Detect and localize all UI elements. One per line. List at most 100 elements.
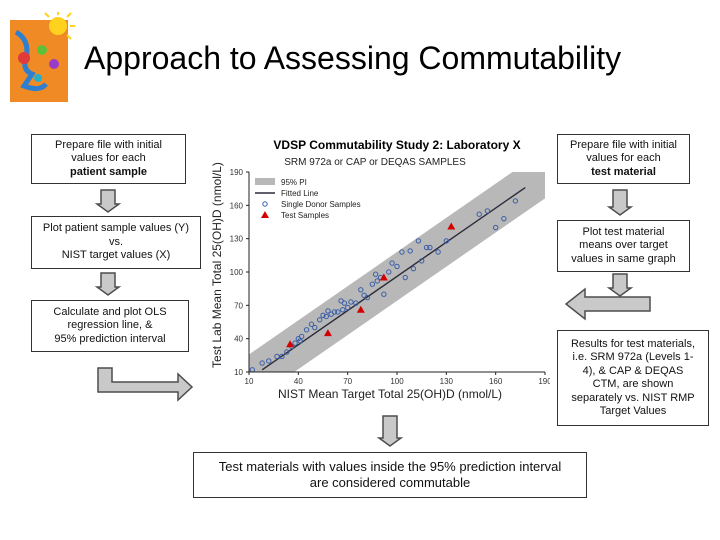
left-step-3-line-2: regression line, & [67,319,153,332]
legend-entry: Test Samples [281,211,329,220]
right-step-1-bold: test material [591,165,656,178]
single-donor-point [399,249,405,255]
left-step-2-line-3: NIST target values (X) [61,249,171,262]
single-donor-point [292,340,298,346]
single-donor-point [298,333,305,340]
right-step-2-line-2: means over target [579,239,668,252]
x-axis-label: NIST Mean Target Total 25(OH)D (nmol/L) [278,387,502,401]
right-down-arrow-1 [606,189,634,216]
right-step-2-line-3: values in same graph [571,252,676,265]
legend-donor-swatch [262,201,268,207]
bottom-down-arrow [376,415,404,447]
left-step-1-line-1: Prepare file with initial [55,138,162,151]
logo-dot-purple [49,59,59,69]
right-step-3-line-1: Results for test materials, [570,337,696,350]
single-donor-point [331,309,338,315]
single-donor-point [297,338,303,344]
single-donor-point [308,321,315,327]
right-step-2-line-1: Plot test material [582,225,665,238]
conclusion-line-1: Test materials with values inside the 95… [218,459,562,474]
left-step-2-line-1: Plot patient sample values (Y) [42,222,190,235]
left-down-arrow-1 [94,189,122,213]
single-donor-point [369,281,376,287]
logo-face-profile [14,29,48,92]
single-donor-point [284,349,290,355]
right-step-3-line-6: Target Values [599,405,667,417]
right-step-3-line-5: separately vs. NIST RMP [571,391,695,404]
single-donor-point [335,309,341,315]
prediction-interval-band [249,172,545,372]
left-bent-arrow [97,367,194,402]
single-donor-point [340,307,346,313]
single-donor-point [348,299,354,305]
commutability-chart: SRM 972a or CAP or DEQAS SAMPLES 10 40 70 1… [210,157,550,401]
x-tick-label: 100 [390,377,404,386]
single-donor-point [372,271,379,277]
single-donor-point [381,291,387,297]
single-donor-point [259,360,265,366]
y-tick-label: 70 [234,301,243,310]
right-down-arrow-2 [606,273,634,297]
single-donor-point [325,308,331,314]
chart-subtitle: SRM 972a or CAP or DEQAS SAMPLES [284,157,466,168]
x-tick-label: 10 [245,377,254,386]
logo-dot-green [37,45,47,55]
x-tick-label: 40 [294,377,303,386]
right-step-1-line-1: Prepare file with initial [570,138,677,151]
single-donor-point [323,313,329,320]
single-donor-point [353,300,359,306]
x-tick-label: 160 [489,377,503,386]
left-step-2-line-2: vs. [108,235,124,248]
single-donor-point [443,238,450,244]
left-step-3-line-3: 95% prediction interval [54,332,166,345]
left-step-3: Calculate and plot OLS regression line, … [31,300,189,352]
right-step-1: Prepare file with initial values for eac… [557,134,690,184]
test-sample-point [286,340,295,348]
legend-test-swatch [261,211,269,218]
single-donor-point [501,215,507,222]
y-tick-label: 190 [230,168,244,177]
single-donor-point [279,353,285,360]
logo-sun-rays [44,12,75,40]
single-donor-point [418,258,425,264]
single-donor-point [386,269,392,275]
single-donor-point [423,244,430,251]
single-donor-point [344,304,351,311]
fitted-line [261,186,526,371]
single-donor-point [476,211,482,217]
single-donor-point [320,312,326,319]
single-donor-point [415,238,422,244]
legend-entry: Fitted Line [281,189,319,198]
right-step-1-line-2: values for each [586,152,661,165]
single-donor-point [394,263,400,270]
single-donor-point [427,244,433,251]
y-axis-label: Test Lab Mean Total 25(OH)D (nmol/L) [210,162,224,368]
single-donor-point [435,249,441,255]
single-donor-point [407,248,413,254]
single-donor-point [512,198,519,204]
test-sample-point [356,305,365,313]
test-sample-point [447,222,456,230]
legend-entry: Single Donor Samples [281,200,361,209]
single-donor-point [274,353,280,360]
left-step-3-line-1: Calculate and plot OLS [53,305,167,318]
x-tick-label: 70 [343,377,352,386]
y-tick-label: 40 [234,335,243,344]
single-donor-point [317,317,323,323]
single-donor-point [389,260,395,266]
single-donor-point [341,300,348,306]
y-tick-label: 160 [230,201,244,210]
right-step-3-line-4: CTM, are shown [592,378,674,390]
single-donor-point [410,265,417,272]
page-title: Approach to Assessing Commutability [84,40,622,76]
x-tick-label: 130 [440,377,454,386]
test-sample-point [379,273,388,281]
left-step-1: Prepare file with initial values for eac… [31,134,186,184]
single-donor-point [364,294,371,301]
y-tick-label: 10 [234,368,243,377]
conclusion-box: Test materials with values inside the 95… [193,452,587,498]
logo [10,12,75,102]
left-down-arrow-2 [94,272,122,296]
right-step-2: Plot test material means over target val… [557,220,690,272]
